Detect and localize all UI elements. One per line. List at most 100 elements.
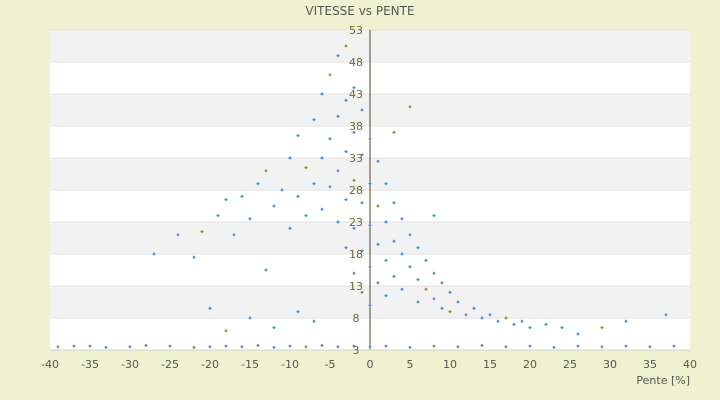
scatter-point (344, 198, 348, 202)
scatter-point (328, 137, 332, 141)
x-tick-label: 5 (407, 358, 414, 371)
scatter-point (400, 217, 404, 221)
scatter-point (336, 114, 340, 118)
scatter-point (280, 188, 284, 192)
scatter-point (152, 252, 156, 256)
scatter-point (352, 130, 356, 134)
scatter-point (128, 345, 132, 349)
scatter-point (272, 204, 276, 208)
scatter-point (488, 313, 492, 317)
scatter-point (472, 306, 476, 310)
scatter-point (352, 344, 356, 348)
scatter-point (432, 214, 436, 218)
x-tick-label: 30 (603, 358, 617, 371)
scatter-point (352, 271, 356, 275)
y-tick-label: 23 (349, 216, 363, 229)
chart-title: VITESSE vs PENTE (305, 4, 414, 18)
scatter-point (272, 345, 276, 349)
scatter-point (240, 345, 244, 349)
y-tick-label: 13 (349, 280, 363, 293)
scatter-point (288, 156, 292, 160)
y-tick-label: 48 (349, 56, 363, 69)
scatter-point (448, 310, 452, 314)
scatter-point (456, 345, 460, 349)
scatter-point (200, 230, 204, 234)
scatter-point (376, 159, 380, 163)
scatter-point (224, 344, 228, 348)
scatter-point (216, 214, 220, 218)
x-tick-label: 0 (367, 358, 374, 371)
scatter-point (384, 344, 388, 348)
x-tick-label: -35 (81, 358, 99, 371)
scatter-point (424, 287, 428, 291)
scatter-point (360, 108, 364, 112)
scatter-point (384, 220, 388, 224)
scatter-point (664, 313, 668, 317)
x-tick-label: -20 (201, 358, 219, 371)
scatter-point (408, 345, 412, 349)
scatter-point (328, 185, 332, 189)
y-tick-label: 38 (349, 120, 363, 133)
y-tick-label: 28 (349, 184, 363, 197)
scatter-point (168, 344, 172, 348)
scatter-point (256, 344, 260, 348)
scatter-point (344, 150, 348, 154)
scatter-point (336, 54, 340, 58)
scatter-point (272, 326, 276, 330)
scatter-point (304, 345, 308, 349)
scatter-point (232, 233, 236, 237)
scatter-point (328, 73, 332, 77)
x-tick-label: -15 (241, 358, 259, 371)
scatter-point (248, 217, 252, 221)
y-tick-label: 3 (353, 344, 360, 357)
scatter-point (384, 294, 388, 298)
scatter-point (552, 345, 556, 349)
scatter-point (624, 319, 628, 323)
scatter-point (264, 268, 268, 272)
scatter-point (312, 182, 316, 186)
scatter-point (512, 322, 516, 326)
scatter-point (392, 130, 396, 134)
x-tick-label: 20 (523, 358, 537, 371)
x-tick-label: -30 (121, 358, 139, 371)
scatter-point (320, 207, 324, 211)
x-tick-label: -10 (281, 358, 299, 371)
scatter-point (384, 182, 388, 186)
scatter-point (296, 194, 300, 198)
scatter-point (392, 239, 396, 243)
scatter-point (336, 169, 340, 173)
x-tick-label: 40 (683, 358, 697, 371)
x-tick-label: -5 (325, 358, 336, 371)
scatter-point (448, 290, 452, 294)
scatter-point (208, 306, 212, 310)
scatter-point (456, 300, 460, 304)
scatter-point (288, 344, 292, 348)
scatter-point (176, 233, 180, 237)
scatter-point (496, 319, 500, 323)
scatter-point (432, 344, 436, 348)
x-tick-label: -25 (161, 358, 179, 371)
scatter-point (72, 344, 76, 348)
x-axis-label: Pente [%] (636, 374, 690, 387)
x-tick-labels: -40 -35 -30 -25 -20 -15 -10 -5 0 5 10 15 20 25 30 35 40 (41, 358, 697, 371)
scatter-point (528, 344, 532, 348)
scatter-point (432, 297, 436, 301)
scatter-point (56, 345, 60, 349)
scatter-point (352, 226, 356, 230)
scatter-point (376, 242, 380, 246)
x-tick-label: 10 (443, 358, 457, 371)
scatter-point (376, 281, 380, 285)
scatter-point (208, 345, 212, 349)
scatter-point (520, 319, 524, 323)
scatter-point (528, 326, 532, 330)
scatter-point (504, 316, 508, 320)
scatter-point (376, 204, 380, 208)
scatter-point (480, 316, 484, 320)
scatter-point (360, 290, 364, 294)
scatter-point (392, 201, 396, 205)
scatter-point (240, 194, 244, 198)
scatter-point (320, 344, 324, 348)
x-tick-label: 15 (483, 358, 497, 371)
scatter-points (56, 44, 676, 349)
